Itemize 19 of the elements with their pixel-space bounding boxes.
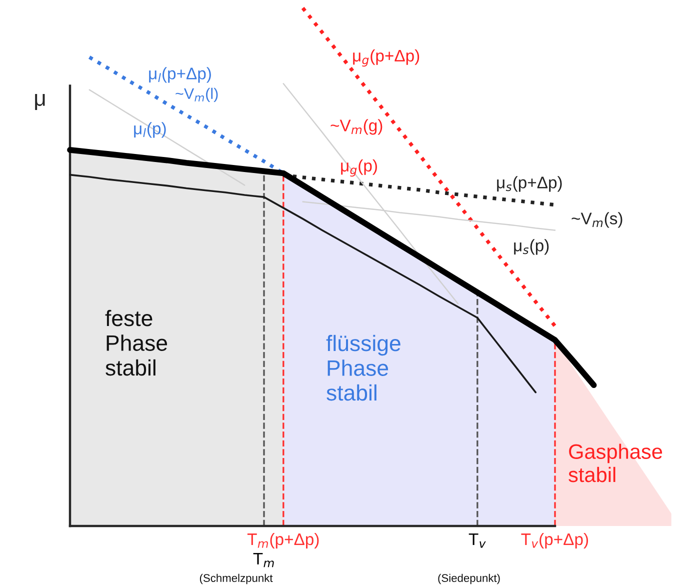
annotation: ~V$_{m}$(l) bbox=[176, 88, 218, 102]
annotation: μ$_{s}$(p+Δp) bbox=[497, 176, 562, 192]
text: (Siedepunkt) bbox=[438, 574, 500, 584]
annotation: μ$_{g}$(p) bbox=[341, 159, 377, 177]
annotation: feste Phase stabil bbox=[105, 310, 168, 376]
x-tick-label: T$_{v}$ bbox=[468, 534, 486, 548]
x-tick-label: T$_{m}$(p+Δp) bbox=[247, 532, 319, 548]
annotation: Gasphase stabil bbox=[568, 444, 662, 482]
annotation: ~V$_{m}$(g) bbox=[330, 119, 382, 135]
x-tick-label: T$_{v}$(p+Δp) bbox=[521, 532, 588, 548]
annotation: μ$_{l}$(p+Δp) bbox=[149, 67, 211, 83]
text: (Schmelzpunkt bbox=[200, 574, 273, 584]
annotation: μ$_{g}$(p+Δp) bbox=[353, 49, 420, 67]
annotation: ~V$_{m}$(s) bbox=[572, 212, 622, 228]
y-axis-title: μ bbox=[35, 94, 45, 110]
annotation: flüssige Phase stabil bbox=[326, 334, 400, 401]
annotation: μ$_{l}$(p) bbox=[134, 122, 166, 138]
x-tick-label: T$_{m}$ bbox=[253, 552, 274, 568]
annotation: μ$_{s}$(p) bbox=[514, 239, 549, 255]
